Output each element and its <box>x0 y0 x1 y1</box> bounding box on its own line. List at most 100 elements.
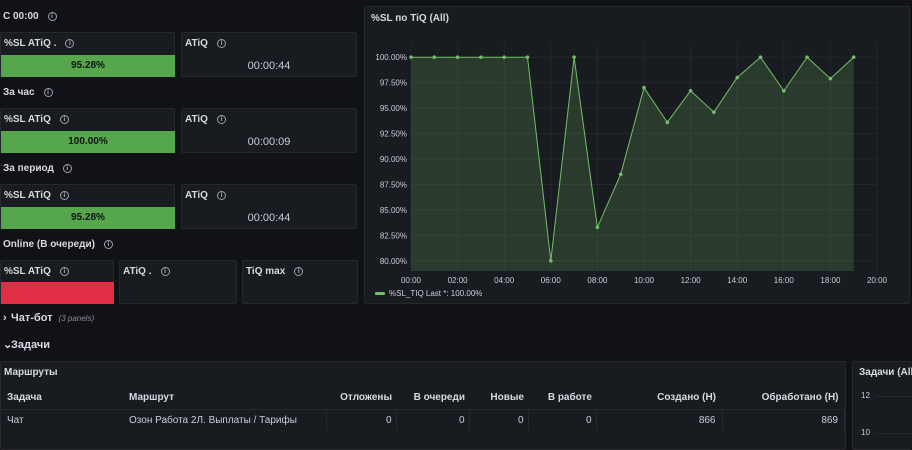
row-chatbot[interactable]: › Чат-бот (3 panels) <box>3 312 94 324</box>
data-point <box>549 259 553 263</box>
col-header-in-progress[interactable]: В работе <box>547 391 592 403</box>
x-tick-label: 08:00 <box>587 276 608 285</box>
cell-in-progress: 0 <box>528 409 597 431</box>
data-point <box>642 85 646 90</box>
legend-label: %SL_TIQ Last *: 100.00% <box>389 289 482 298</box>
grid-line <box>875 433 912 434</box>
y-tick-label: 90.00% <box>380 155 407 164</box>
x-tick-label: 04:00 <box>494 276 515 285</box>
data-point <box>758 55 763 59</box>
y-tick-label: 12 <box>861 391 870 400</box>
chevron-down-icon: ⌄ <box>3 339 13 351</box>
data-point <box>851 55 856 59</box>
sl-atiq-online-panel: %SL ATiQ i <box>0 260 114 304</box>
y-tick-label: 80.00% <box>380 257 407 266</box>
cell-new: 0 <box>469 409 529 431</box>
info-icon[interactable]: i <box>160 267 170 276</box>
data-point <box>525 55 530 59</box>
data-point <box>618 172 623 177</box>
cell-postponed: 0 <box>326 409 397 431</box>
atiq-value: 00:00:44 <box>247 60 291 72</box>
panel-title: TiQ max i <box>246 266 304 277</box>
cell-in-queue: 0 <box>396 409 470 431</box>
cell-processed: 869 <box>722 409 845 431</box>
x-tick-label: 10:00 <box>634 276 655 285</box>
col-header-task[interactable]: Задача <box>7 391 42 403</box>
info-icon[interactable]: i <box>216 39 226 48</box>
section-title-period: За период i <box>3 163 72 174</box>
series-area <box>411 57 854 272</box>
panel-title: ATiQ i <box>185 38 226 49</box>
atiq-online-panel: ATiQ .i <box>119 260 237 304</box>
panel-title: ATiQ i <box>185 190 226 201</box>
col-header-created[interactable]: Создано (Н) <box>657 391 716 403</box>
y-tick-label: 85.00% <box>380 206 407 215</box>
info-icon[interactable]: i <box>59 267 69 276</box>
sl-gauge-bar: 95.28% <box>1 55 175 77</box>
sl-tiq-chart-panel: %SL по TiQ (All) 100.00% 97.50% 95.00% 92.5… <box>364 6 910 304</box>
info-icon[interactable]: i <box>216 191 226 200</box>
atiq-hour-panel: ATiQ i 00:00:09 <box>181 108 357 153</box>
data-point <box>782 88 786 93</box>
panel-title: Задачи (All <box>859 367 912 378</box>
data-point <box>409 55 413 59</box>
col-header-postponed[interactable]: Отложены <box>340 391 392 403</box>
data-point <box>665 120 670 125</box>
data-point <box>805 55 809 59</box>
x-tick-label: 00:00 <box>401 276 422 285</box>
info-icon[interactable]: i <box>59 191 69 200</box>
info-icon[interactable]: i <box>59 115 69 124</box>
x-tick-label: 02:00 <box>448 276 469 285</box>
data-point <box>595 225 600 230</box>
panel-title: ATiQ .i <box>123 266 170 277</box>
sl-atiq-hour-panel: %SL ATiQ i 100.00% <box>0 108 175 153</box>
cell-task: Чат <box>7 414 24 426</box>
atiq-value: 00:00:09 <box>247 136 291 148</box>
col-header-processed[interactable]: Обработано (Н) <box>761 391 839 403</box>
row-chatbot-label: Чат-бот <box>11 312 53 324</box>
info-icon[interactable]: i <box>103 240 113 249</box>
section-title-today: С 00:00 i <box>3 11 57 22</box>
panel-title: %SL по TiQ (All) <box>371 13 449 24</box>
info-icon[interactable]: i <box>47 12 57 21</box>
data-point <box>432 55 437 59</box>
series-line <box>411 56 855 261</box>
col-header-in-queue[interactable]: В очереди <box>413 391 465 403</box>
data-point <box>735 75 739 80</box>
data-point <box>502 55 506 59</box>
info-icon[interactable]: i <box>294 267 304 276</box>
sl-tiq-chart: 100.00% 97.50% 95.00% 92.50% 90.00% 87.50% 85.… <box>375 43 888 298</box>
y-tick-label: 87.50% <box>380 180 407 189</box>
x-tick-label: 06:00 <box>541 276 562 285</box>
y-tick-label: 92.50% <box>380 130 407 139</box>
sl-gauge-bar: 95.28% <box>1 207 175 229</box>
y-tick-label: 95.00% <box>380 104 407 113</box>
data-point <box>828 76 833 81</box>
panel-title: ATiQ i <box>185 114 226 125</box>
data-point <box>455 55 460 59</box>
routes-table: Задача Маршрут Отложены В очереди Новые … <box>1 386 845 431</box>
data-point <box>688 88 693 93</box>
info-icon[interactable]: i <box>216 115 226 124</box>
row-tasks[interactable]: ⌄Задачи <box>3 338 50 351</box>
info-icon[interactable]: i <box>62 164 72 173</box>
table-row[interactable]: Чат Озон Работа 2Л. Выплаты / Тарифы 0 0… <box>1 409 845 431</box>
col-header-new[interactable]: Новые <box>490 391 524 403</box>
atiq-value: 00:00:44 <box>247 212 291 224</box>
x-tick-label: 16:00 <box>774 276 795 285</box>
x-tick-label: 18:00 <box>820 276 841 285</box>
col-header-route[interactable]: Маршрут <box>129 391 175 403</box>
cell-created: 866 <box>596 409 723 431</box>
y-tick-label: 100.00% <box>375 53 407 62</box>
sl-atiq-today-panel: %SL ATiQ .i 95.28% <box>0 32 175 77</box>
tasks-chart-panel: Задачи (All 12 10 <box>852 361 912 450</box>
data-point <box>479 55 483 59</box>
x-tick-label: 12:00 <box>681 276 702 285</box>
panel-title: %SL ATiQ i <box>4 190 69 201</box>
x-tick-label: 20:00 <box>867 276 888 285</box>
info-icon[interactable]: i <box>65 39 75 48</box>
y-tick-label: 97.50% <box>380 79 407 88</box>
row-tasks-label: Задачи <box>11 339 50 351</box>
sl-atiq-period-panel: %SL ATiQ i 95.28% <box>0 184 175 229</box>
info-icon[interactable]: i <box>43 88 53 97</box>
